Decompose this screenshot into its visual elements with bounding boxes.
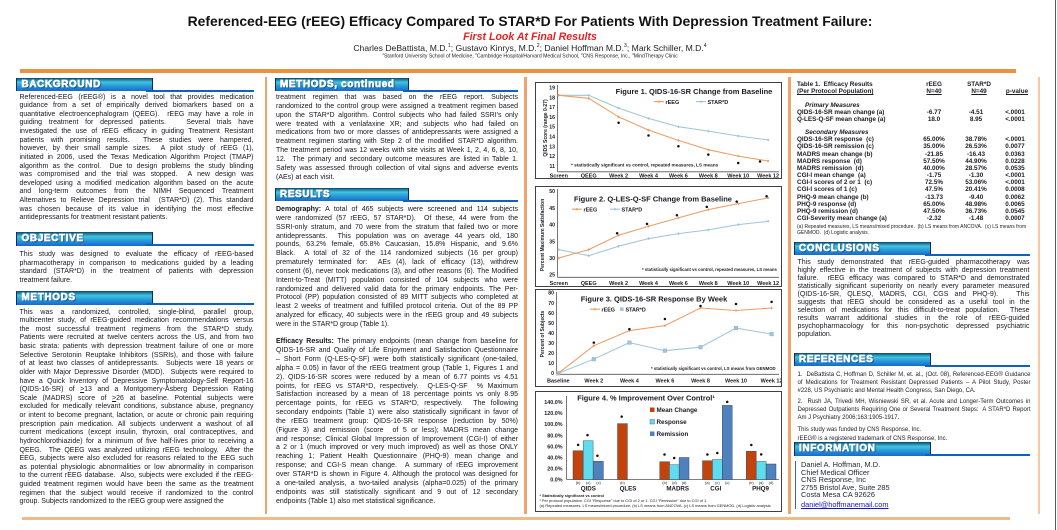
svg-text:STAR*D: STAR*D bbox=[707, 100, 728, 106]
svg-text:STAR*D: STAR*D bbox=[621, 207, 642, 213]
svg-text:(a) Repeated measures, LS mean: (a) Repeated measures, LS means/mixed pr… bbox=[539, 503, 770, 508]
svg-text:rEEG: rEEG bbox=[665, 100, 679, 106]
svg-text:QEEG: QEEG bbox=[580, 281, 596, 286]
svg-text:19: 19 bbox=[549, 86, 555, 92]
svg-text:Figure 2. Q-LES-Q-SF Change fr: Figure 2. Q-LES-Q-SF Change from Baselin… bbox=[574, 194, 732, 203]
svg-text:* statistically significant v: * statistically significant vs control, … bbox=[651, 366, 776, 371]
svg-text:Response: Response bbox=[656, 419, 687, 426]
svg-text:Mean Change: Mean Change bbox=[656, 407, 697, 414]
svg-text:QIDS: QIDS bbox=[580, 485, 595, 492]
svg-text:40: 40 bbox=[548, 331, 554, 337]
svg-text:Week 12: Week 12 bbox=[760, 379, 780, 385]
svg-text:40.0%: 40.0% bbox=[547, 455, 562, 461]
svg-text:Week 2: Week 2 bbox=[609, 174, 628, 179]
svg-text:0: 0 bbox=[551, 371, 554, 377]
svg-text:Week 12: Week 12 bbox=[757, 174, 779, 179]
svg-text:Screen: Screen bbox=[549, 281, 568, 286]
svg-text:PHQ9: PHQ9 bbox=[752, 485, 769, 492]
svg-text:Week 6: Week 6 bbox=[668, 281, 687, 286]
svg-text:Week 4: Week 4 bbox=[619, 379, 639, 385]
svg-text:11: 11 bbox=[549, 164, 555, 170]
svg-text:rEEG: rEEG bbox=[601, 308, 614, 314]
svg-text:Week 4: Week 4 bbox=[639, 281, 659, 286]
svg-text:50: 50 bbox=[549, 189, 555, 195]
svg-text:(d): (d) bbox=[768, 480, 773, 484]
svg-text:(a): (a) bbox=[705, 480, 710, 484]
svg-text:Week 6: Week 6 bbox=[655, 379, 674, 385]
svg-text:60: 60 bbox=[548, 311, 554, 317]
svg-text:30: 30 bbox=[549, 256, 555, 262]
svg-text:Week 8: Week 8 bbox=[691, 379, 710, 385]
svg-text:* statistically significant vs: * statistically significant vs control, … bbox=[571, 163, 719, 168]
svg-text:(d): (d) bbox=[681, 480, 686, 484]
svg-text:Week 10: Week 10 bbox=[727, 281, 749, 286]
svg-text:(b): (b) bbox=[662, 480, 667, 484]
svg-text:25: 25 bbox=[549, 272, 555, 278]
svg-text:15: 15 bbox=[549, 125, 555, 131]
svg-text:* Statistically significant vs: * Statistically significant vs control bbox=[539, 493, 603, 498]
svg-text:(b): (b) bbox=[620, 480, 625, 484]
svg-text:Figure 4. % Improvement Over C: Figure 4. % Improvement Over Control¹ bbox=[577, 393, 715, 402]
svg-text:Baseline: Baseline bbox=[546, 379, 569, 385]
svg-text:40: 40 bbox=[549, 222, 555, 228]
svg-text:Week 8: Week 8 bbox=[698, 174, 717, 179]
svg-text:35: 35 bbox=[549, 239, 555, 245]
svg-text:20.0%: 20.0% bbox=[547, 466, 562, 472]
svg-text:Remission: Remission bbox=[656, 431, 688, 438]
svg-text:13: 13 bbox=[549, 144, 555, 150]
svg-text:14: 14 bbox=[549, 135, 555, 141]
svg-text:QLES: QLES bbox=[619, 485, 636, 492]
svg-text:STAR*D: STAR*D bbox=[625, 308, 645, 314]
svg-text:80: 80 bbox=[548, 291, 554, 297]
svg-text:Week 8: Week 8 bbox=[698, 281, 717, 286]
svg-text:Figure 1. QIDS-16-SR Change fr: Figure 1. QIDS-16-SR Change from Baselin… bbox=[615, 87, 772, 96]
svg-text:Week 12: Week 12 bbox=[757, 281, 779, 286]
svg-text:Week 10: Week 10 bbox=[725, 379, 747, 385]
svg-text:30: 30 bbox=[548, 341, 554, 347]
svg-text:rEEG: rEEG bbox=[583, 207, 597, 213]
svg-text:100.0%: 100.0% bbox=[544, 422, 562, 428]
svg-text:Screen: Screen bbox=[549, 174, 568, 179]
svg-text:120.0%: 120.0% bbox=[544, 411, 562, 417]
svg-text:(c): (c) bbox=[715, 480, 720, 484]
svg-text:(d): (d) bbox=[672, 480, 677, 484]
svg-text:(c): (c) bbox=[596, 480, 601, 484]
svg-text:Week 2: Week 2 bbox=[584, 379, 603, 385]
svg-text:CGI: CGI bbox=[710, 485, 721, 492]
svg-text:Week 10: Week 10 bbox=[727, 174, 749, 179]
svg-text:17: 17 bbox=[549, 105, 555, 111]
svg-text:Percent Maximum Satisfaction: Percent Maximum Satisfaction bbox=[540, 198, 546, 271]
svg-text:140.0%: 140.0% bbox=[544, 400, 562, 406]
svg-text:Week 6: Week 6 bbox=[668, 174, 687, 179]
svg-text:Figure 3. QIDS-16-SR Response: Figure 3. QIDS-16-SR Response By Week bbox=[580, 295, 727, 304]
svg-text:QIDS Score (range 0-27): QIDS Score (range 0-27) bbox=[543, 99, 549, 157]
svg-text:Week 2: Week 2 bbox=[609, 281, 628, 286]
svg-text:(b): (b) bbox=[748, 480, 753, 484]
svg-text:(b): (b) bbox=[575, 480, 580, 484]
svg-text:Percent of Subjects: Percent of Subjects bbox=[540, 310, 546, 357]
svg-text:20: 20 bbox=[548, 351, 554, 357]
svg-text:* statistically significant v: * statistically significant vs control, … bbox=[642, 267, 778, 272]
svg-text:80.0%: 80.0% bbox=[547, 433, 562, 439]
svg-text:Week 4: Week 4 bbox=[639, 174, 659, 179]
svg-text:(d): (d) bbox=[758, 480, 763, 484]
svg-text:18: 18 bbox=[549, 95, 555, 101]
svg-text:10: 10 bbox=[548, 361, 554, 367]
svg-text:50: 50 bbox=[548, 321, 554, 327]
svg-text:12: 12 bbox=[549, 154, 555, 160]
svg-text:45: 45 bbox=[549, 205, 555, 211]
svg-text:MADRS: MADRS bbox=[666, 485, 689, 492]
svg-text:QEEG: QEEG bbox=[580, 174, 596, 179]
svg-text:(c): (c) bbox=[586, 480, 591, 484]
svg-text:0.0%: 0.0% bbox=[550, 477, 562, 483]
svg-text:(c): (c) bbox=[725, 480, 730, 484]
svg-text:70: 70 bbox=[548, 301, 554, 307]
svg-text:¹ Per protocol population. CG: ¹ Per protocol population. CGI "Response… bbox=[539, 498, 707, 503]
svg-text:60.0%: 60.0% bbox=[547, 444, 562, 450]
svg-text:16: 16 bbox=[549, 115, 555, 121]
